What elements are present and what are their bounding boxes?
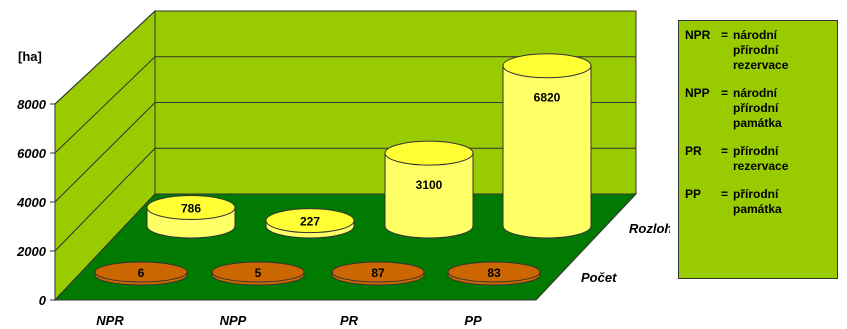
legend-item-pr: PR = přírodní rezervace xyxy=(685,144,837,174)
rozloha-bar-body xyxy=(384,152,474,239)
y-tick-label: 6000 xyxy=(17,146,47,161)
y-tick-label: 4000 xyxy=(16,195,47,210)
legend-desc: přírodní památka xyxy=(733,187,782,216)
legend-item-pp: PP = přírodní památka xyxy=(685,187,837,217)
pocet-bar-top xyxy=(447,261,541,283)
data-label: 3100 xyxy=(416,178,443,192)
rozloha-bar-top xyxy=(265,208,355,234)
legend-desc: národní přírodní rezervace xyxy=(733,28,789,72)
gridline xyxy=(54,147,636,252)
rozloha-bar-top xyxy=(502,53,592,79)
y-axis-label: [ha] xyxy=(18,49,42,64)
x-tick-label: NPP xyxy=(220,313,247,328)
legend-eq: = xyxy=(721,86,729,100)
data-label: 227 xyxy=(300,215,320,229)
x-tick-label: NPR xyxy=(96,313,124,328)
data-label: 83 xyxy=(487,266,501,280)
legend-eq: = xyxy=(721,144,729,158)
gridline xyxy=(54,10,636,105)
rozloha-bar-top xyxy=(146,195,236,221)
legend-eq: = xyxy=(721,28,729,42)
legend-code: NPP xyxy=(685,86,710,100)
legend: NPR = národní přírodní rezervace NPP = n… xyxy=(678,20,838,279)
legend-eq: = xyxy=(721,187,729,201)
pocet-bar-top xyxy=(211,261,305,283)
y-tick-label: 2000 xyxy=(16,244,47,259)
legend-code: PR xyxy=(685,144,702,158)
x-tick-label: PP xyxy=(464,313,482,328)
data-label: 6820 xyxy=(534,91,561,105)
rozloha-bar-body xyxy=(502,65,592,239)
chart-plot: 0 2000 4000 6000 8000 [ha] NPR NPP PR PP Rozloha Po… xyxy=(16,9,670,328)
legend-desc: národní přírodní památka xyxy=(733,86,782,130)
data-label: 87 xyxy=(371,266,385,280)
legend-code: PP xyxy=(685,187,702,201)
data-label: 786 xyxy=(181,202,201,216)
data-label: 5 xyxy=(255,266,262,280)
pocet-bar-top xyxy=(331,261,425,283)
gridline xyxy=(54,102,636,203)
legend-code: NPR xyxy=(685,28,711,42)
pocet-bar-top xyxy=(94,261,188,283)
series-label: Rozloha xyxy=(629,221,670,236)
gridline xyxy=(54,56,636,154)
y-tick-label: 8000 xyxy=(17,97,47,112)
legend-desc: přírodní rezervace xyxy=(733,144,789,173)
legend-item-npr: NPR = národní přírodní rezervace xyxy=(685,28,837,73)
rozloha-bar-top xyxy=(384,140,474,166)
series-label: Počet xyxy=(581,270,617,285)
y-tick-label: 0 xyxy=(39,293,47,308)
legend-item-npp: NPP = národní přírodní památka xyxy=(685,86,837,131)
data-label: 6 xyxy=(138,266,145,280)
x-tick-label: PR xyxy=(340,313,359,328)
